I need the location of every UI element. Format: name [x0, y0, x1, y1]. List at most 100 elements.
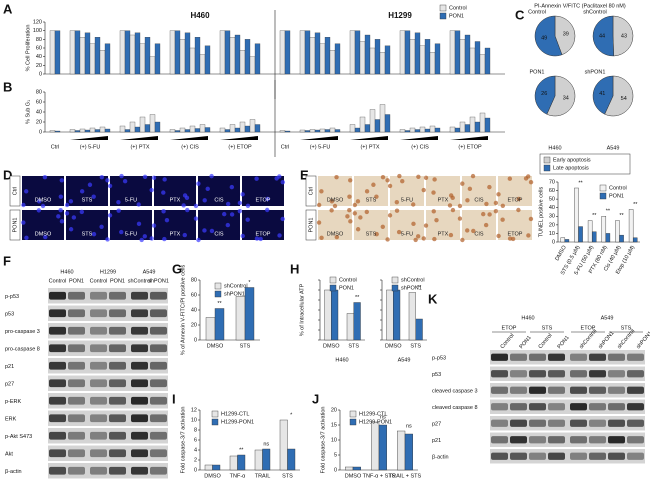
- bar: [484, 117, 491, 133]
- band: [150, 291, 167, 300]
- cell-spot: [225, 201, 231, 207]
- micrograph: [242, 210, 284, 240]
- cell-spot: [421, 236, 426, 241]
- cell-spot: [431, 209, 436, 214]
- slice-label: 39: [563, 32, 569, 38]
- band: [68, 396, 85, 405]
- band: [548, 419, 565, 427]
- cell-spot: [264, 207, 270, 213]
- bar: [354, 30, 361, 75]
- cell-spot: [164, 217, 170, 223]
- y-axis-label: % of Intracellular ATP: [299, 283, 305, 336]
- cell-spot: [450, 195, 455, 201]
- cell-spot: [432, 236, 437, 242]
- cell-spot: [240, 192, 245, 197]
- cell-spot: [245, 203, 251, 208]
- cell-spot: [142, 234, 147, 239]
- bar: [229, 124, 236, 133]
- bar: [119, 30, 126, 75]
- pie-slice: [534, 15, 563, 57]
- bar: [169, 30, 176, 75]
- bar: [254, 449, 263, 471]
- cell-spot: [196, 237, 201, 243]
- pie-label: shPON1: [585, 69, 606, 75]
- row-label: Ctrl: [308, 187, 314, 196]
- cell-spot: [42, 175, 48, 180]
- slice-label: 41: [599, 91, 605, 97]
- legend-label: H1299-CTL: [221, 411, 249, 417]
- bar: [249, 56, 256, 75]
- blot-strip: [490, 399, 645, 414]
- row-label: p27: [432, 422, 441, 428]
- cell-spot: [184, 195, 190, 201]
- col-label: CIS: [474, 197, 484, 203]
- micrograph: [318, 176, 352, 206]
- cell-spot: [465, 228, 470, 233]
- cell-spot: [254, 236, 260, 241]
- bar: [69, 129, 76, 133]
- panel-label: F: [3, 253, 11, 268]
- cell-spot: [40, 203, 46, 209]
- panel-label: C: [515, 7, 525, 22]
- cell-spot: [245, 217, 250, 222]
- cell-spot: [258, 236, 263, 242]
- cell-spot: [400, 178, 405, 184]
- y-tick-label: 0: [194, 337, 197, 343]
- y-tick-label: 60: [191, 292, 197, 298]
- row-label: β-actin: [5, 469, 22, 475]
- band: [548, 436, 565, 444]
- legend-label: Control: [609, 185, 627, 191]
- blot-strip: [490, 432, 645, 447]
- cell-spot: [500, 203, 506, 208]
- cell-spot: [222, 211, 227, 217]
- legend-swatch: [599, 192, 607, 200]
- micrograph: [154, 210, 196, 240]
- cell-spot: [411, 202, 416, 207]
- legend-swatch: [439, 12, 447, 20]
- band: [529, 403, 546, 411]
- band: [90, 414, 107, 423]
- bar: [89, 43, 96, 75]
- bar: [212, 464, 221, 471]
- bar: [154, 121, 161, 133]
- cell-spot: [355, 227, 361, 232]
- y-axis-label: Fold caspase-3/7 activation: [180, 407, 186, 474]
- y-tick-label: 6: [194, 437, 197, 443]
- band: [570, 386, 587, 394]
- band: [627, 436, 644, 444]
- cell-spot: [99, 175, 105, 180]
- cell-spot: [348, 178, 353, 183]
- y-tick-label: 2: [194, 457, 197, 463]
- band: [109, 291, 126, 300]
- row-label: β-actin: [432, 455, 449, 461]
- bar: [204, 127, 211, 133]
- bar: [359, 116, 366, 133]
- band: [627, 370, 644, 378]
- bar: [79, 128, 86, 133]
- cell-spot: [411, 221, 416, 227]
- cell-spot: [413, 237, 418, 243]
- band: [589, 436, 606, 444]
- bar: [371, 421, 380, 471]
- cell-spot: [332, 203, 338, 209]
- blot-strip: [490, 350, 645, 365]
- y-tick-label: 60: [549, 188, 555, 194]
- cell-spot: [457, 216, 463, 221]
- cell-spot: [149, 187, 154, 193]
- bar: [619, 234, 624, 243]
- cell-spot: [151, 223, 157, 228]
- band: [627, 386, 644, 394]
- band: [548, 370, 565, 378]
- y-tick-label: 10: [331, 437, 337, 443]
- cell-spot: [229, 184, 235, 190]
- band: [529, 353, 546, 361]
- y-tick-label: 20: [549, 222, 555, 228]
- lane-label: Control: [90, 278, 108, 284]
- cell-line: H1299: [100, 269, 116, 275]
- bar: [129, 34, 136, 75]
- band: [49, 449, 66, 458]
- bar: [214, 308, 225, 341]
- band: [131, 326, 148, 335]
- cell-spot: [237, 200, 243, 206]
- row-box: [305, 209, 317, 241]
